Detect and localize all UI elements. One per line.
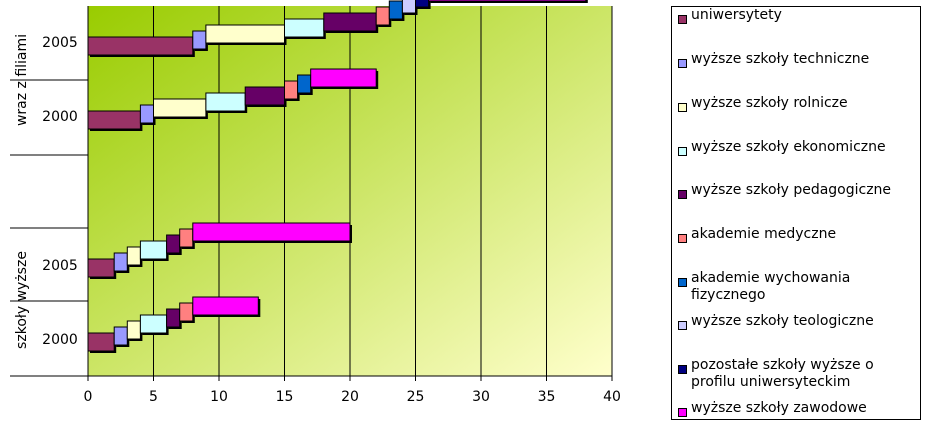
x-tick-label: 35 [538,389,556,405]
legend-label: wyższe szkoły zawodowe [691,400,867,416]
row-label: 2000 [42,332,78,348]
x-tick-label: 30 [472,389,490,405]
bar-segment [113,326,128,346]
bar-segment [166,308,181,328]
bar-segment [205,92,246,112]
legend-label: wyższe szkoły rolnicze [691,95,848,111]
bar-segment [113,252,128,272]
x-tick-label: 40 [603,389,621,405]
bar-segment [297,74,312,94]
legend-label: wyższe szkoły teologiczne [691,313,874,329]
bar-segment [284,80,299,100]
legend-label: wyższe szkoły ekonomiczne [691,139,886,155]
legend-label: akademie medyczne [691,226,837,242]
x-tick-label: 25 [407,389,425,405]
legend-swatch [678,15,687,24]
legend-swatch [678,234,687,243]
bar-segment [87,110,141,130]
bar-segment [401,0,416,14]
bar-segment [388,0,403,20]
legend-swatch [678,278,687,287]
bar-segment [126,320,141,340]
group-label: szkoły wyższe [14,251,30,349]
bar-segment [139,104,154,124]
legend-swatch [678,321,687,330]
legend-swatch [678,190,687,199]
bar-segment [87,36,194,56]
legend: uniwersytety wyższe szkoły techniczne wyżs… [671,6,921,420]
legend-swatch [678,147,687,156]
bar-segment [428,0,587,2]
bar-segment [179,228,194,248]
bar-segment [139,314,168,334]
bar-segment [192,30,207,50]
x-tick-label: 15 [276,389,294,405]
group-label: wraz z filiami [14,34,30,126]
legend-swatch [678,408,687,417]
bar-segment [139,240,168,260]
bar-segment [179,302,194,322]
legend-swatch [678,365,687,374]
bar-segment [323,12,377,32]
bar-segment [166,234,181,254]
bar-segment [284,18,325,38]
bar-segment [192,222,351,242]
row-label: 2000 [42,109,78,125]
x-tick-label: 20 [341,389,359,405]
bar-segment [375,6,390,26]
legend-label: pozostałe szkoły wyższe o profilu uniwer… [691,357,874,390]
bar-segment [205,24,285,44]
x-tick-label: 0 [84,389,93,405]
bar-segment [244,86,285,106]
row-label: 2005 [42,258,78,274]
bar-segment [153,98,207,118]
bar-segment [192,296,259,316]
legend-label: wyższe szkoły techniczne [691,51,870,67]
x-tick-label: 10 [210,389,228,405]
legend-swatch [678,59,687,68]
bar-segment [310,68,377,88]
legend-label: uniwersytety [691,7,782,23]
legend-label: akademie wychowania fizycznego [691,270,851,303]
bar-segment [415,0,430,8]
x-tick-label: 5 [149,389,158,405]
bar-segment [126,246,141,266]
row-label: 2005 [42,35,78,51]
legend-swatch [678,103,687,112]
bar-segment [87,332,115,352]
chart: 0 5 10 15 20 25 30 35 40 2005 2000 2005 2000 wraz z f… [10,0,621,405]
legend-label: wyższe szkoły pedagogiczne [691,182,892,198]
bar-segment [87,258,115,278]
